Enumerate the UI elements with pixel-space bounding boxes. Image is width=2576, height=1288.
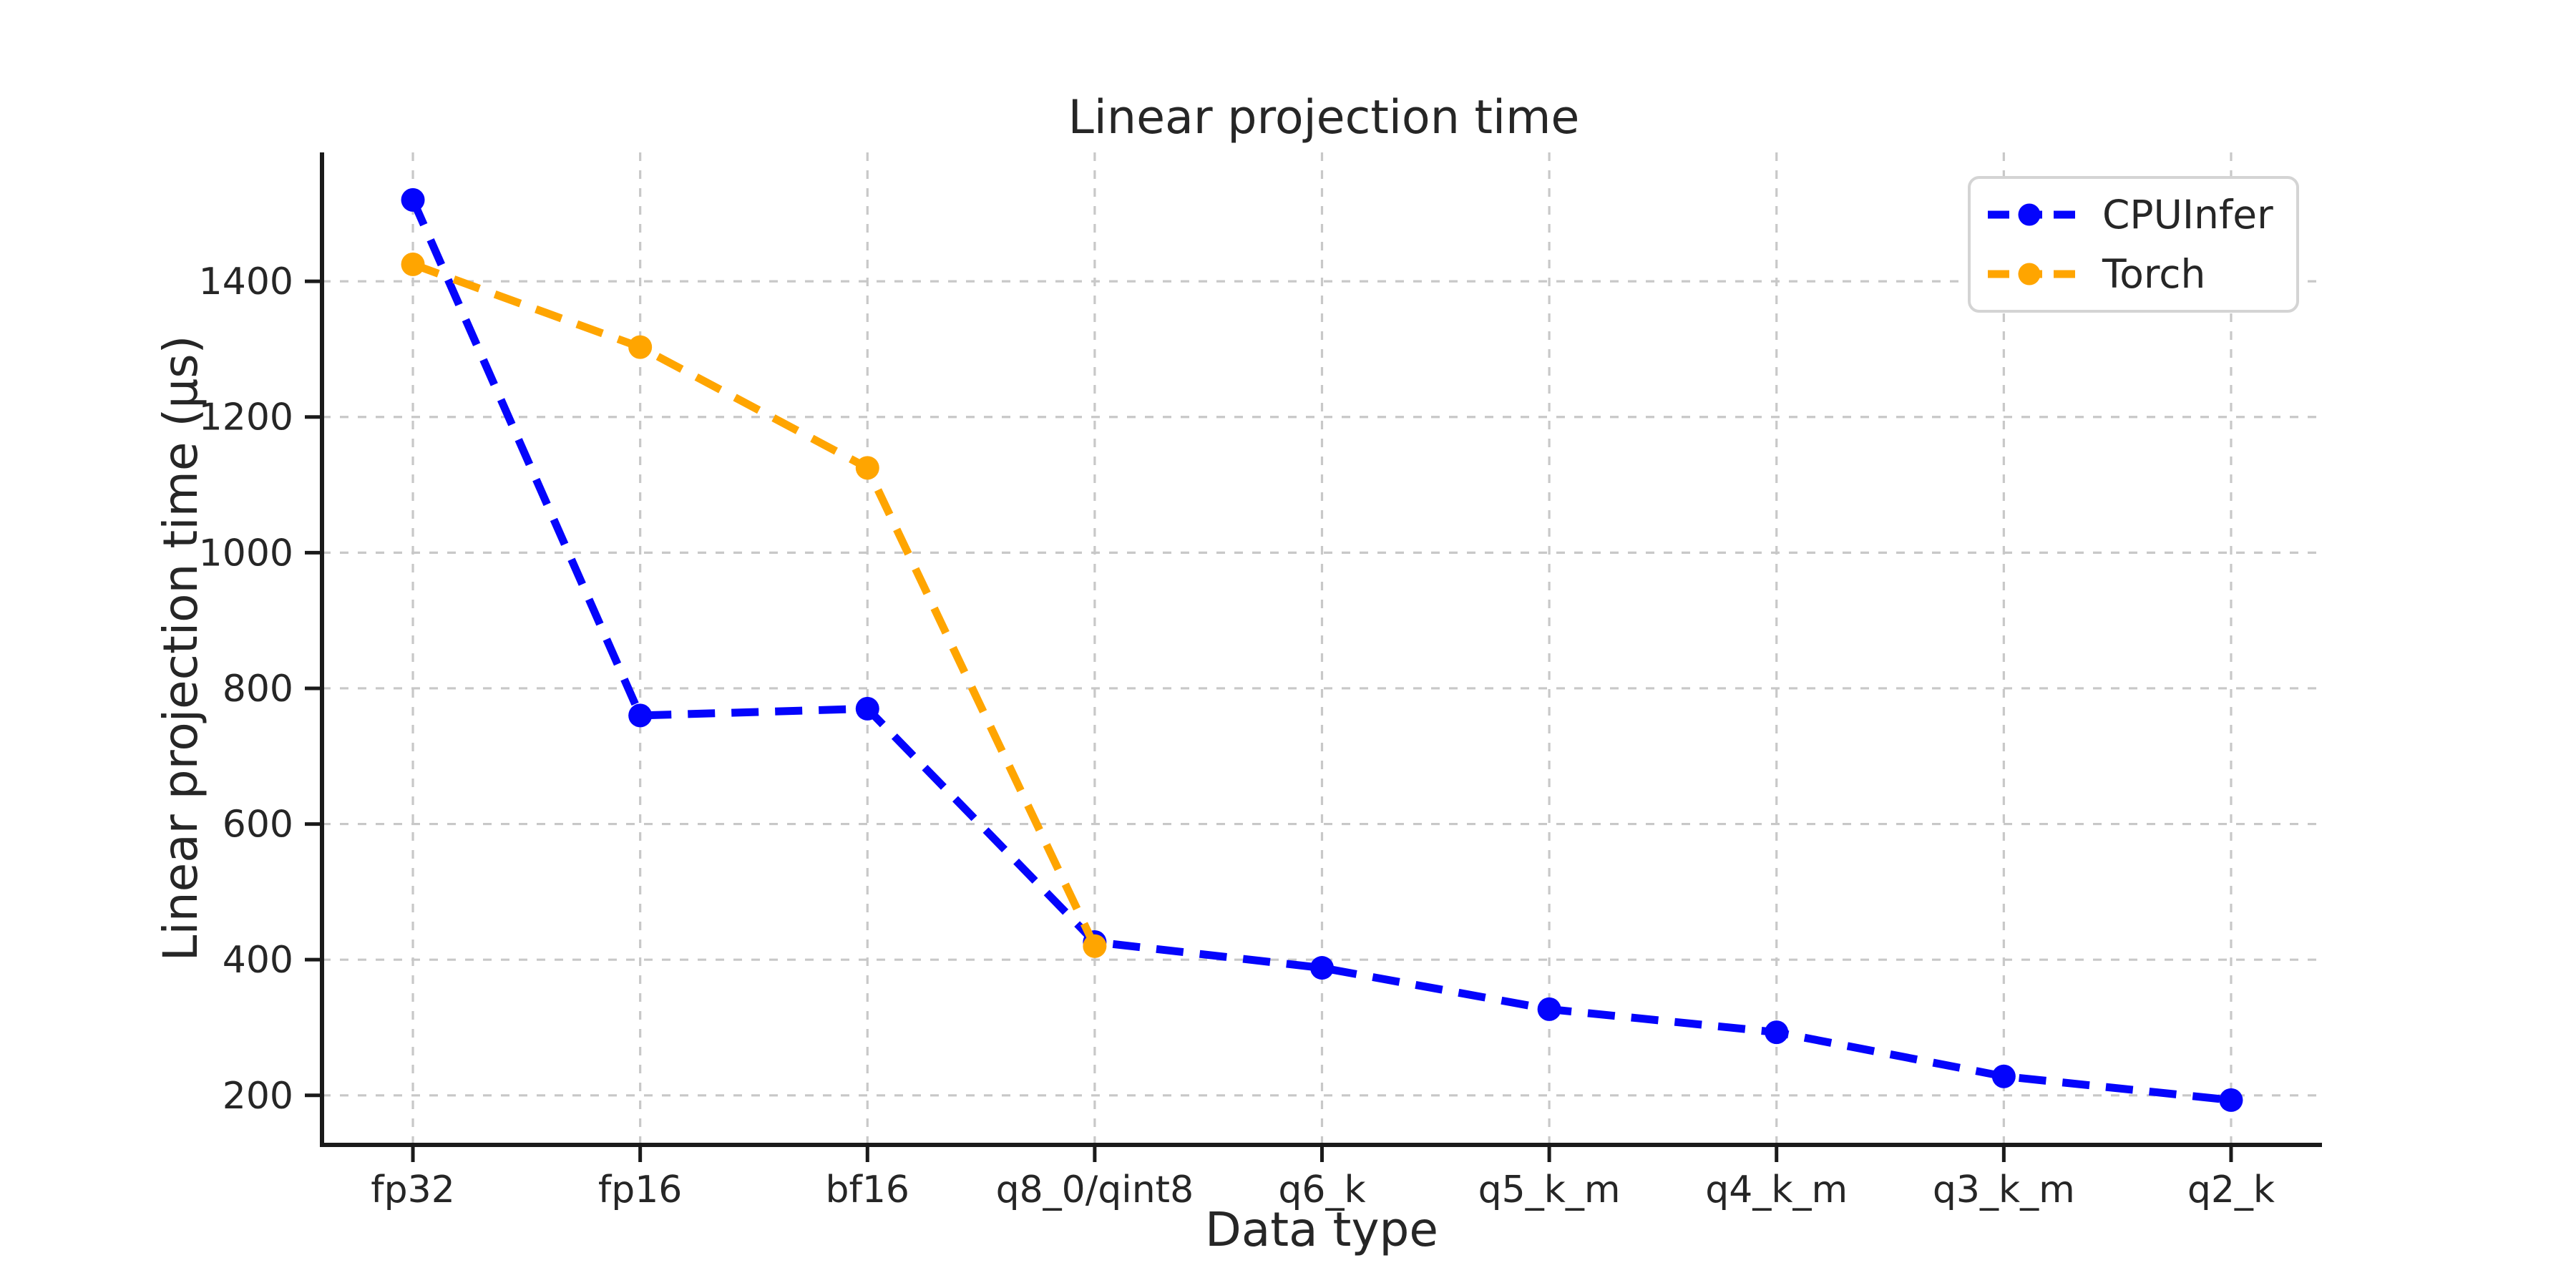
data-point-marker-cpuinfer [1991,1064,2016,1088]
y-tick-label: 600 [223,804,293,847]
legend-item-cpuinfer: CPUInfer [1971,192,2296,238]
x-tick-label: bf16 [826,1169,909,1211]
series-cpuinfer [401,187,2243,1112]
x-tick-label: fp32 [371,1169,454,1211]
legend: CPUInfer Torch [1968,176,2299,313]
x-axis-label: Data type [1204,1202,1439,1257]
legend-marker-dot [2018,203,2041,226]
data-point-marker-cpuinfer [1537,997,1561,1021]
data-point-marker-cpuinfer [1765,1020,1789,1045]
y-axis-label: Linear projection time (μs) [153,335,208,962]
x-tick-label: q4_k_m [1705,1169,1848,1211]
data-point-marker-cpuinfer [628,703,653,728]
gridlines [322,152,2322,1145]
y-tick-label: 400 [223,939,293,982]
x-tick-label: fp16 [598,1169,682,1211]
x-tick-label: q3_k_m [1933,1169,2075,1211]
data-point-marker-cpuinfer [855,696,879,721]
data-point-marker-cpuinfer [1310,956,1334,980]
axis-ticks: 200 400 600 800 1000 1200 1400 fp32 fp16 bf16 q8_0… [199,260,2275,1211]
legend-label: Torch [2102,251,2206,298]
legend-marker-dot [2018,263,2041,286]
x-tick-label: q5_k_m [1478,1169,1621,1211]
data-point-marker-torch [1083,934,1107,958]
series-torch [401,252,1107,958]
x-tick-label: q2_k [2187,1169,2275,1211]
y-tick-label: 1400 [199,260,293,303]
y-tick-label: 800 [223,668,293,711]
data-point-marker-cpuinfer [401,187,425,212]
legend-item-torch: Torch [1971,251,2296,297]
y-tick-label: 1000 [199,532,293,575]
data-point-marker-torch [401,252,425,276]
data-point-marker-torch [628,335,653,359]
series-line-torch [411,260,1098,948]
x-tick-label: q6_k [1278,1169,1365,1211]
data-point-marker-torch [855,456,879,480]
x-tick-label: q8_0/qint8 [996,1169,1194,1211]
y-tick-label: 200 [223,1075,293,1118]
y-tick-label: 1200 [199,396,293,439]
legend-label: CPUInfer [2102,191,2273,238]
legend-line-marker-cpuinfer [1988,203,2078,226]
data-point-marker-cpuinfer [2219,1088,2243,1112]
legend-line-marker-torch [1988,263,2078,286]
chart-title: Linear projection time [1068,91,1580,145]
